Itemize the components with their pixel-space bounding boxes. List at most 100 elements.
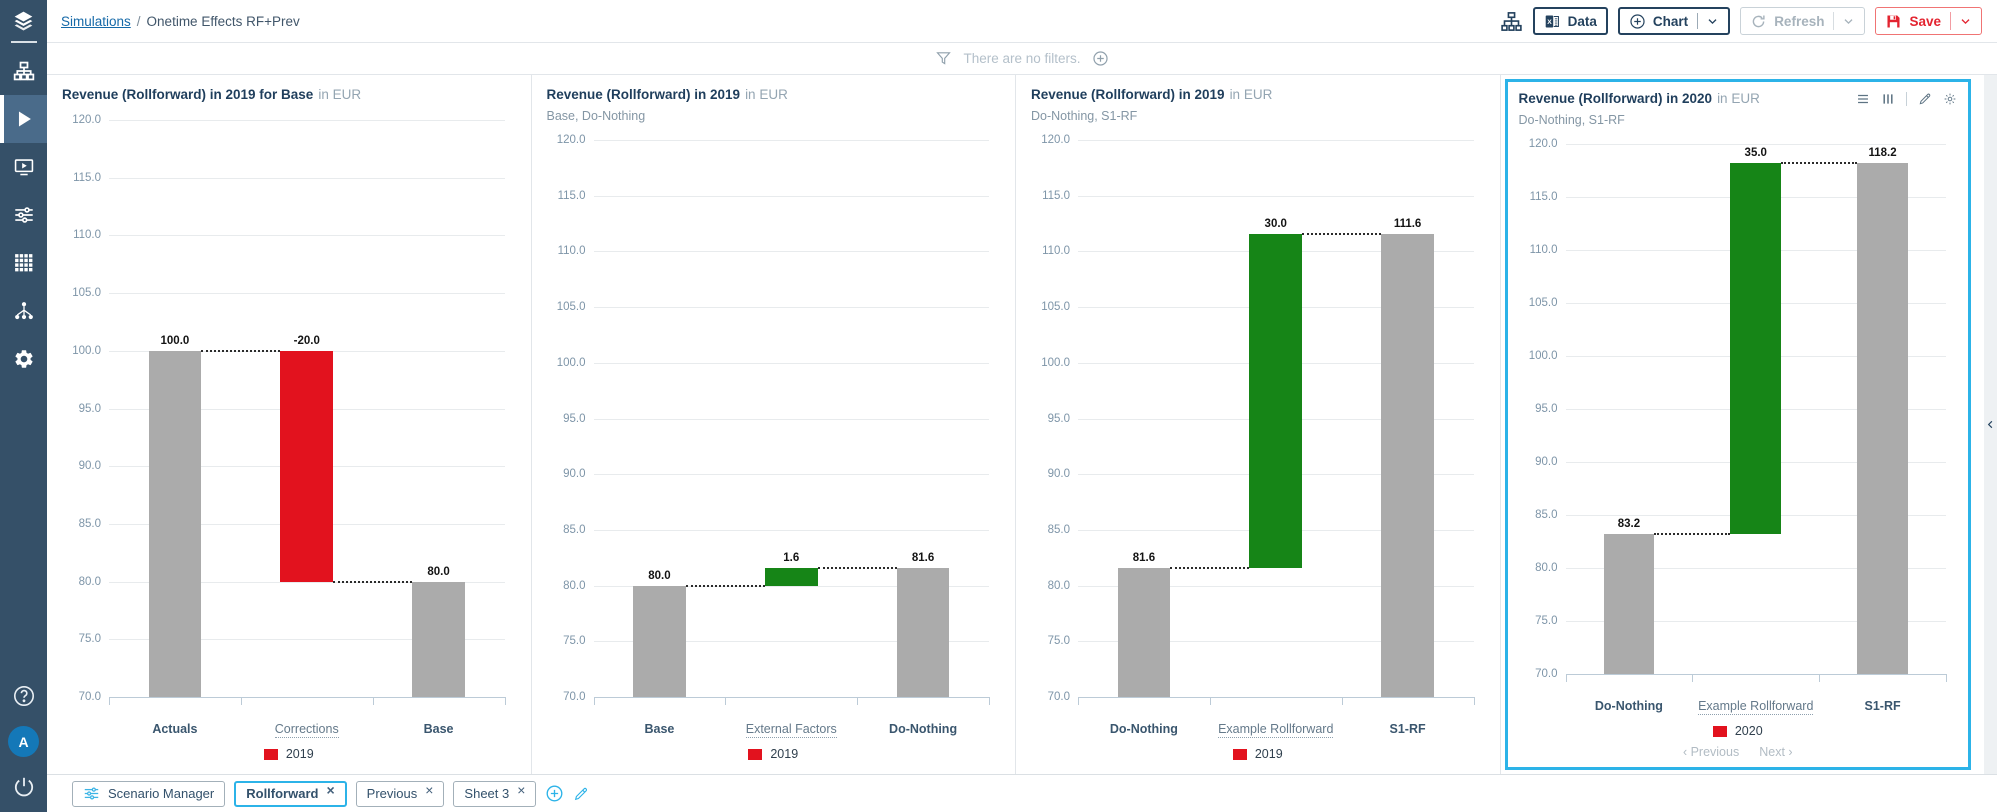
connector-line — [685, 584, 765, 587]
x-category-do-nothing: Do-Nothing — [1109, 722, 1178, 736]
chart-panel-revenue-rollforward-in-2019-for-base[interactable]: Revenue (Rollforward) in 2019 for Base i… — [47, 75, 531, 774]
list-icon[interactable] — [1856, 92, 1870, 106]
gridline — [1078, 641, 1474, 643]
close-tab-icon[interactable]: × — [425, 781, 434, 798]
bar-actuals[interactable] — [148, 350, 202, 697]
bar-example-rollforward[interactable] — [1249, 233, 1303, 568]
sheet-tab-rollforward[interactable]: Rollforward × — [234, 780, 347, 807]
bar-do-nothing[interactable] — [1117, 567, 1171, 697]
sidebar-item-simulations[interactable] — [0, 95, 47, 143]
bar-value-label: 83.2 — [1617, 518, 1641, 531]
x-axis-tick — [1078, 697, 1079, 705]
app-logo-layers-icon[interactable] — [11, 0, 36, 41]
bar-do-nothing[interactable] — [1603, 534, 1655, 674]
x-category-corrections[interactable]: Corrections — [274, 722, 339, 738]
collapse-panel-strip[interactable] — [1984, 75, 1997, 774]
sidebar-item-model-tree[interactable] — [0, 287, 47, 335]
charts-area: Revenue (Rollforward) in 2019 for Base i… — [47, 75, 1997, 774]
sheet-tab-previous[interactable]: Previous × — [355, 780, 445, 807]
help-icon[interactable] — [12, 684, 36, 708]
x-category-external-factors[interactable]: External Factors — [745, 722, 837, 738]
add-filter-icon[interactable] — [1092, 50, 1109, 67]
legend-swatch — [748, 748, 763, 760]
chart-header: Revenue (Rollforward) in 2019 in EUR Do-… — [1031, 86, 1485, 123]
bar-base[interactable] — [633, 585, 686, 697]
scenario-manager-button[interactable]: Scenario Manager — [72, 780, 226, 807]
bar-value-label: 100.0 — [160, 334, 190, 347]
grid-icon — [13, 252, 35, 274]
x-axis-line — [1078, 697, 1474, 698]
sidebar-item-data-grid[interactable] — [0, 239, 47, 287]
gridline — [1565, 621, 1946, 622]
plot-area: 120.0 115.0 110.0 105.0 100.0 95.0 90.0 85.0 80.… — [1529, 138, 1947, 682]
data-button-label: Data — [1567, 13, 1597, 29]
bar-corrections[interactable] — [280, 350, 334, 582]
y-axis-tick-label: 100.0 — [1041, 356, 1070, 369]
gridline — [593, 585, 989, 587]
logout-power-icon[interactable] — [12, 775, 36, 799]
connector-line — [1781, 162, 1858, 165]
y-axis-tick-label: 95.0 — [563, 412, 586, 425]
y-axis-tick-label: 85.0 — [563, 523, 586, 536]
chart-header: Revenue (Rollforward) in 2019 in EUR Bas… — [547, 86, 1001, 123]
chart-button[interactable]: Chart — [1617, 7, 1731, 35]
breadcrumb-link-simulations[interactable]: Simulations — [61, 13, 131, 29]
gridline — [593, 251, 989, 253]
y-axis-tick-label: 75.0 — [563, 635, 586, 648]
close-tab-icon[interactable]: × — [326, 781, 335, 798]
chart-title: Revenue (Rollforward) in 2019 — [546, 87, 741, 102]
bar-do-nothing[interactable] — [896, 567, 950, 697]
close-tab-icon[interactable]: × — [517, 781, 526, 798]
y-axis-tick-label: 100.0 — [1528, 350, 1558, 362]
bar-s1-rf[interactable] — [1857, 163, 1908, 674]
x-axis-tick — [1946, 674, 1947, 682]
y-axis-tick-label: 80.0 — [1047, 579, 1070, 592]
refresh-button[interactable]: Refresh — [1740, 7, 1866, 35]
sidebar-item-models[interactable] — [0, 47, 47, 95]
avatar[interactable]: A — [8, 726, 39, 757]
x-axis-tick — [372, 697, 374, 705]
sidebar-item-settings[interactable] — [0, 335, 47, 383]
gear-small-icon[interactable] — [1943, 92, 1957, 106]
sidebar-divider — [10, 41, 37, 43]
plus-circle-icon — [1629, 13, 1646, 30]
pencil-icon[interactable] — [1918, 92, 1932, 106]
add-sheet-icon[interactable] — [545, 784, 564, 803]
breadcrumb-separator: / — [136, 13, 141, 29]
sidebar-item-assumptions[interactable] — [0, 191, 47, 239]
gear-icon — [13, 348, 35, 370]
chart-panel-revenue-rollforward-in-2019[interactable]: Revenue (Rollforward) in 2019 in EUR Bas… — [531, 75, 1015, 774]
save-button[interactable]: Save — [1875, 7, 1982, 35]
chart-column: Revenue (Rollforward) in 2019 in EUR Bas… — [531, 75, 1016, 774]
bar-base[interactable] — [412, 581, 465, 697]
sheet-tab-sheet-3[interactable]: Sheet 3 × — [453, 780, 537, 807]
sidebar-item-presentations[interactable] — [0, 143, 47, 191]
chevron-left-icon[interactable] — [1985, 419, 1996, 430]
y-axis-tick-label: 95.0 — [1047, 412, 1070, 425]
chevron-down-icon[interactable] — [1706, 15, 1719, 28]
gridline — [109, 177, 505, 179]
columns-icon[interactable] — [1881, 92, 1895, 106]
chevron-down-icon[interactable] — [1842, 15, 1855, 28]
data-button[interactable]: X Data — [1532, 7, 1608, 35]
pagination-previous[interactable]: ‹ Previous — [1682, 745, 1740, 759]
bar-example-rollforward[interactable] — [1730, 163, 1782, 535]
x-category-example-rollforward[interactable]: Example Rollforward — [1218, 722, 1334, 738]
bar-external-factors[interactable] — [764, 567, 818, 586]
sliders-icon — [83, 785, 100, 802]
bar-value-label: -20.0 — [293, 334, 320, 347]
gridline — [593, 140, 989, 141]
chevron-down-icon[interactable] — [1959, 15, 1972, 28]
y-axis-tick-label: 95.0 — [1535, 403, 1558, 415]
chart-legend: 2019 — [62, 736, 516, 768]
chart-header: Revenue (Rollforward) in 2019 for Base i… — [62, 86, 516, 103]
y-axis-tick-label: 120.0 — [1041, 134, 1070, 146]
pagination-next[interactable]: Next › — [1759, 745, 1793, 759]
bar-s1-rf[interactable] — [1381, 233, 1434, 697]
hierarchy-icon[interactable] — [1500, 10, 1523, 33]
edit-sheet-icon[interactable] — [573, 786, 589, 802]
x-category-example-rollforward[interactable]: Example Rollforward — [1698, 699, 1814, 715]
gridline — [593, 474, 989, 476]
chart-panel-revenue-rollforward-in-2019[interactable]: Revenue (Rollforward) in 2019 in EUR Do-… — [1016, 75, 1500, 774]
chart-panel-revenue-rollforward-in-2020[interactable]: Revenue (Rollforward) in 2020 in EUR Do-… — [1504, 79, 1971, 770]
